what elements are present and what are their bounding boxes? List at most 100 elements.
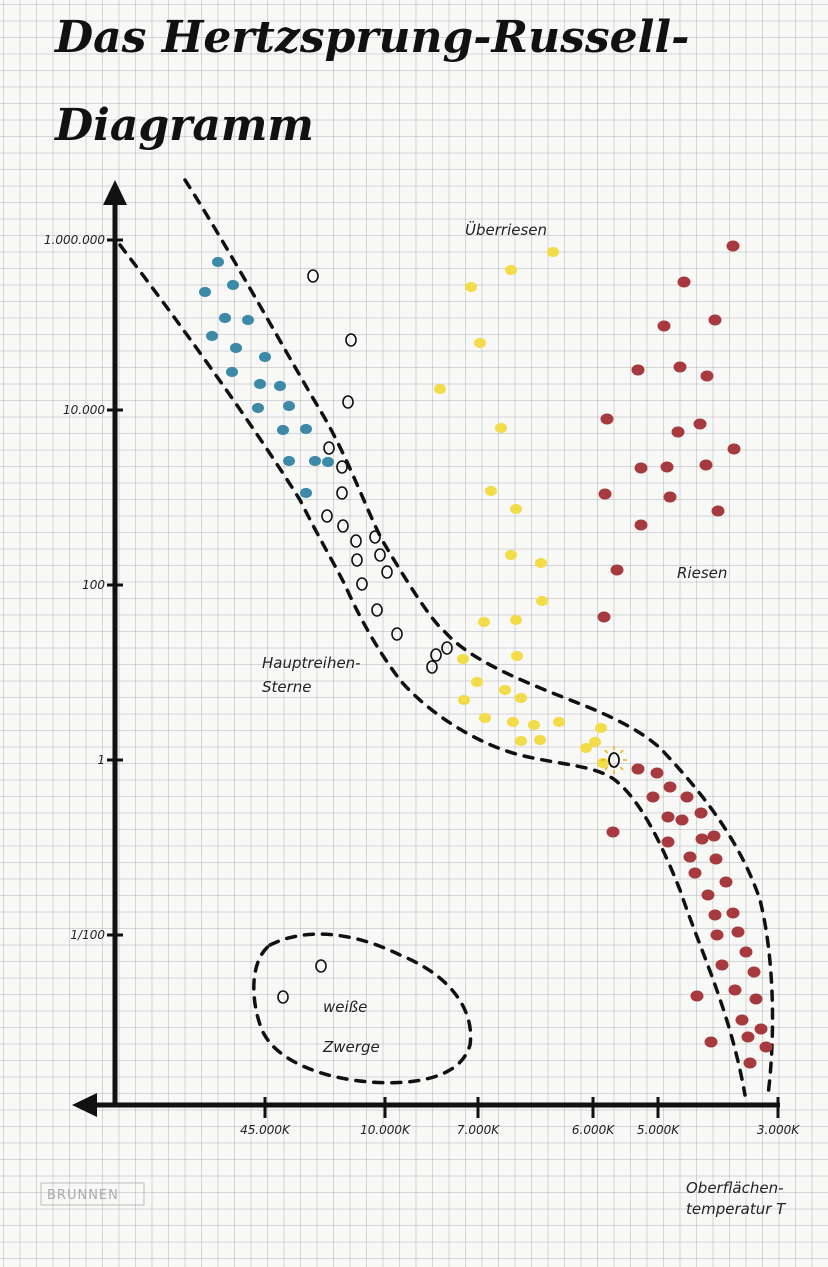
star (690, 990, 704, 1002)
region-outlines (118, 178, 775, 1097)
star (663, 491, 677, 503)
white-star (371, 603, 383, 617)
white-dwarf-outline (252, 932, 473, 1085)
star (259, 351, 271, 363)
white-star (374, 548, 386, 562)
star (283, 400, 295, 412)
star (749, 993, 763, 1005)
white-star (345, 333, 357, 347)
stars (199, 240, 773, 1069)
star (606, 826, 620, 838)
white-star (369, 530, 381, 544)
star (754, 1023, 768, 1035)
star (694, 807, 708, 819)
star (661, 811, 675, 823)
star (458, 694, 470, 706)
x-tick-label: 7.000K (457, 1123, 500, 1137)
star (230, 342, 242, 354)
star (479, 712, 491, 724)
white-star (323, 441, 335, 455)
star (515, 692, 527, 704)
main-sequence-upper (183, 178, 775, 1097)
x-tick-label: 10.000K (360, 1123, 411, 1137)
star (212, 256, 224, 268)
star (708, 314, 722, 326)
star (510, 614, 522, 626)
sun-ray (619, 749, 624, 754)
star (534, 734, 546, 746)
star (680, 791, 694, 803)
star (708, 909, 722, 921)
star (547, 246, 559, 258)
star (499, 684, 511, 696)
star (683, 851, 697, 863)
region-label: Zwerge (322, 1038, 380, 1056)
x-tick-label: 5.000K (637, 1123, 680, 1137)
star (510, 503, 522, 515)
y-tick-label: 100 (82, 578, 105, 592)
star (199, 286, 211, 298)
star (673, 361, 687, 373)
star (726, 240, 740, 252)
star (728, 984, 742, 996)
star (735, 1014, 749, 1026)
star (660, 461, 674, 473)
star (661, 836, 675, 848)
star (219, 312, 231, 324)
y-tick-label: 10.000 (63, 403, 105, 417)
star (711, 505, 725, 517)
white-star (277, 990, 289, 1004)
star (747, 966, 761, 978)
star (726, 907, 740, 919)
star (254, 378, 266, 390)
star (631, 364, 645, 376)
star (226, 366, 238, 378)
star (471, 676, 483, 688)
main-sequence-lower (118, 243, 747, 1097)
x-tick-label: 45.000K (240, 1123, 291, 1137)
star (322, 456, 334, 468)
star (634, 519, 648, 531)
star (598, 488, 612, 500)
sun-ray (604, 749, 609, 754)
star (739, 946, 753, 958)
star (242, 314, 254, 326)
star (277, 424, 289, 436)
star (535, 557, 547, 569)
star (595, 722, 607, 734)
star (553, 716, 565, 728)
star (536, 595, 548, 607)
star (580, 742, 592, 754)
y-tick-label: 1 (97, 753, 105, 767)
star (528, 719, 540, 731)
title-line: Das Hertzsprung-Russell- (53, 12, 689, 63)
star (677, 276, 691, 288)
star (731, 926, 745, 938)
region-label: Sterne (262, 678, 312, 696)
white-star (430, 648, 442, 662)
region-label: Hauptreihen- (262, 654, 361, 672)
brand: BRUNNEN (47, 1188, 119, 1203)
star (671, 426, 685, 438)
region-label: Überriesen (465, 220, 547, 239)
star (695, 833, 709, 845)
star (715, 959, 729, 971)
star (709, 853, 723, 865)
star (507, 716, 519, 728)
star (478, 616, 490, 628)
star (465, 281, 477, 293)
axes (72, 180, 780, 1118)
y-tick-label: 1.000.000 (44, 233, 105, 247)
star (727, 443, 741, 455)
star (688, 867, 702, 879)
white-star (441, 641, 453, 655)
white-star (336, 460, 348, 474)
y-tick-label: 1/100 (70, 928, 105, 942)
x-tick-label: 6.000K (572, 1123, 615, 1137)
white-star (350, 534, 362, 548)
x-tick-label: 3.000K (757, 1123, 800, 1137)
star (485, 485, 497, 497)
star (704, 1036, 718, 1048)
sun (608, 752, 620, 768)
